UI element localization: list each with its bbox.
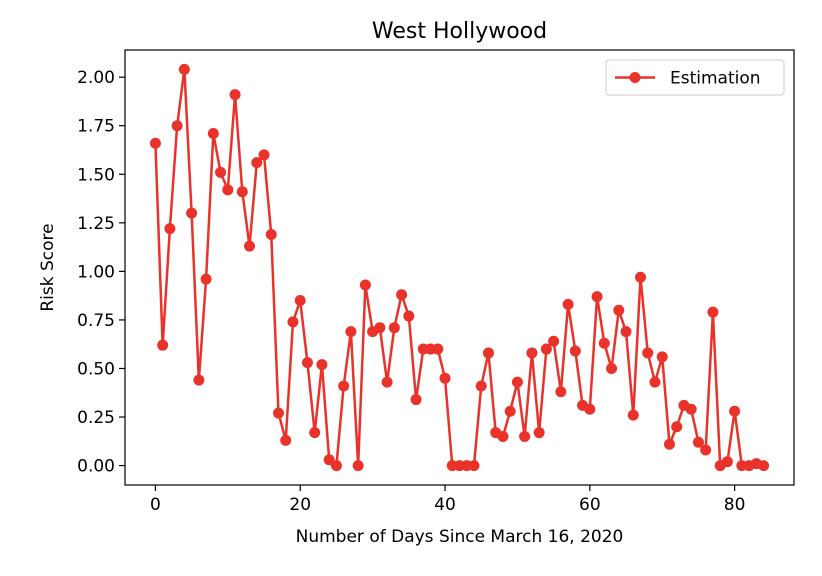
data-point	[758, 460, 770, 472]
data-point	[381, 376, 393, 388]
data-point	[721, 456, 733, 468]
data-point	[627, 409, 639, 421]
data-point	[540, 343, 552, 355]
data-point	[497, 430, 509, 442]
data-point	[468, 460, 480, 472]
x-tick-label: 20	[289, 495, 311, 515]
legend: Estimation	[605, 59, 785, 96]
data-point	[301, 357, 313, 369]
data-point	[526, 347, 538, 359]
data-point	[410, 394, 422, 406]
x-axis: 0 20 40 60 80	[150, 485, 745, 515]
y-tick-label: 1.75	[77, 117, 115, 137]
data-point	[569, 345, 581, 357]
y-tick-label: 0.00	[77, 457, 115, 477]
data-point	[388, 322, 400, 334]
data-point	[186, 207, 198, 219]
data-point	[692, 436, 704, 448]
data-point	[504, 405, 516, 417]
data-point	[251, 157, 263, 169]
data-point	[642, 347, 654, 359]
data-point	[222, 184, 234, 196]
legend-marker-swatch	[629, 72, 641, 83]
data-point	[656, 351, 668, 363]
data-point	[287, 316, 299, 328]
data-point	[352, 460, 364, 472]
data-point	[671, 421, 683, 433]
data-point	[258, 149, 270, 161]
y-axis-label: Risk Score	[38, 223, 58, 311]
data-point	[598, 337, 610, 349]
data-point	[330, 460, 342, 472]
data-point	[215, 166, 227, 178]
data-point	[606, 362, 618, 374]
data-point	[374, 322, 386, 334]
data-point	[229, 89, 241, 101]
data-point	[396, 289, 408, 301]
y-tick-label: 1.00	[77, 262, 115, 282]
data-point	[193, 374, 205, 386]
x-tick-label: 0	[150, 495, 161, 515]
data-point	[265, 228, 277, 240]
data-point	[533, 427, 545, 439]
data-point	[707, 306, 719, 318]
data-point	[200, 273, 212, 285]
data-point	[338, 380, 350, 392]
data-point	[482, 347, 494, 359]
data-point	[555, 386, 567, 398]
y-tick-label: 1.50	[77, 165, 115, 185]
data-point	[272, 407, 284, 419]
data-point	[439, 372, 451, 384]
data-point	[309, 427, 321, 439]
data-point	[236, 186, 248, 198]
data-point	[663, 438, 675, 450]
y-axis: 0.00 0.25 0.50 0.75 1.00 1.25 1.50 1.75 2.00	[77, 68, 125, 477]
x-axis-label: Number of Days Since March 16, 2020	[296, 527, 624, 547]
data-point	[613, 304, 625, 316]
data-point	[584, 403, 596, 415]
y-tick-label: 2.00	[77, 68, 115, 88]
data-point	[432, 343, 444, 355]
data-point	[511, 376, 523, 388]
data-point	[403, 310, 415, 322]
legend-entry-label: Estimation	[670, 69, 761, 89]
y-tick-label: 0.75	[77, 311, 115, 331]
data-point	[207, 128, 219, 139]
data-point	[635, 271, 647, 283]
data-point	[700, 444, 712, 456]
data-point	[316, 359, 328, 371]
axes-frame	[124, 49, 795, 486]
data-point	[562, 298, 574, 310]
data-point	[149, 137, 161, 149]
plot-area	[149, 63, 770, 472]
data-point	[164, 223, 176, 235]
x-tick-label: 80	[724, 495, 746, 515]
data-point	[157, 339, 169, 351]
data-point	[620, 326, 632, 338]
legend-box	[605, 59, 785, 96]
y-tick-label: 1.25	[77, 214, 115, 234]
chart-title: West Hollywood	[372, 19, 547, 44]
data-point	[280, 434, 292, 446]
x-tick-label: 40	[434, 495, 456, 515]
x-tick-label: 60	[579, 495, 601, 515]
data-point	[345, 326, 357, 338]
data-point	[519, 430, 531, 442]
data-point	[178, 63, 190, 75]
data-point	[359, 279, 371, 291]
data-point	[475, 380, 487, 392]
data-point	[591, 291, 603, 303]
data-point	[171, 120, 183, 132]
y-tick-label: 0.50	[77, 359, 115, 379]
data-point	[548, 335, 560, 347]
data-point	[294, 295, 306, 307]
data-point	[244, 240, 256, 252]
y-tick-label: 0.25	[77, 408, 115, 428]
data-point	[685, 403, 697, 415]
data-point	[729, 405, 741, 417]
data-point	[649, 376, 661, 388]
